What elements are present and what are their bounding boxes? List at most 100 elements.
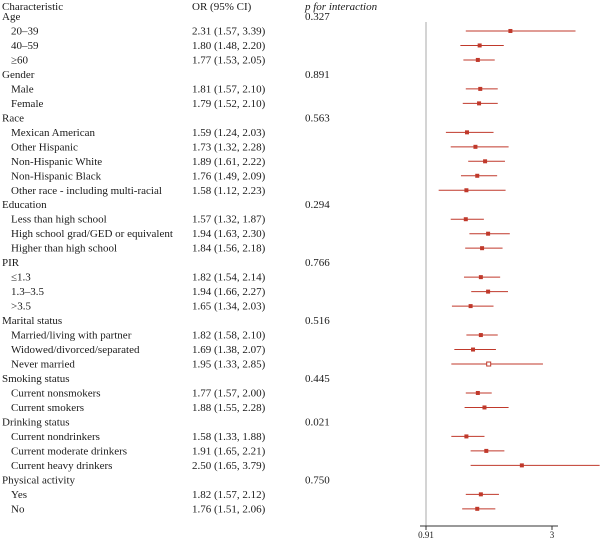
row-label: Higher than high school <box>11 243 117 255</box>
p-value: 0.766 <box>305 257 330 269</box>
row-label: High school grad/GED or equivalent <box>11 228 173 240</box>
or-point <box>471 347 476 352</box>
or-ci-text: 1.81 (1.57, 2.10) <box>192 83 266 95</box>
or-ci-text: 1.94 (1.63, 2.30) <box>192 228 266 240</box>
or-point <box>478 492 483 497</box>
row-label: Other Hispanic <box>11 141 78 153</box>
row-label: Current smokers <box>11 402 84 414</box>
or-point <box>478 333 483 338</box>
or-point <box>468 304 473 309</box>
or-point <box>519 463 524 468</box>
or-point <box>486 361 492 367</box>
or-ci-text: 1.80 (1.48, 2.20) <box>192 40 266 52</box>
row-label: Current moderate drinkers <box>11 445 127 457</box>
row-label: Current nondrinkers <box>11 431 100 443</box>
p-value: 0.327 <box>305 11 330 23</box>
row-label: Yes <box>11 489 27 501</box>
or-ci-text: 1.84 (1.56, 2.18) <box>192 243 266 255</box>
group-label: Drinking status <box>2 416 70 428</box>
or-header: OR (95% CI) <box>192 1 252 13</box>
or-point <box>484 448 489 453</box>
or-ci-text: 1.79 (1.52, 2.10) <box>192 98 266 110</box>
row-label: Never married <box>11 359 75 371</box>
row-label: 40–59 <box>11 40 39 52</box>
or-point <box>477 43 482 48</box>
or-ci-text: 1.65 (1.34, 2.03) <box>192 301 266 313</box>
or-point <box>478 86 483 91</box>
row-label: Married/living with partner <box>11 330 132 342</box>
p-interaction-header: p for interaction <box>304 1 378 13</box>
group-label: Education <box>2 199 47 211</box>
row-label: >3.5 <box>11 301 31 313</box>
row-label: Non-Hispanic White <box>11 156 102 168</box>
or-ci-text: 1.82 (1.58, 2.10) <box>192 330 266 342</box>
group-label: Marital status <box>2 315 62 327</box>
group-label: Race <box>2 112 24 124</box>
row-label: ≤1.3 <box>11 272 31 284</box>
or-ci-text: 1.58 (1.12, 2.23) <box>192 185 266 197</box>
x-axis: 0.91 3 <box>418 22 558 538</box>
p-value: 0.516 <box>305 315 330 327</box>
group-label: Gender <box>2 69 35 81</box>
group-label: Age <box>2 11 20 23</box>
or-point <box>463 217 468 222</box>
group-label: Smoking status <box>2 373 70 385</box>
or-ci-text: 1.94 (1.66, 2.27) <box>192 286 266 298</box>
row-label: 20–39 <box>11 25 39 37</box>
or-ci-text: 1.69 (1.38, 2.07) <box>192 344 266 356</box>
p-value: 0.750 <box>305 474 330 486</box>
or-ci-text: 1.77 (1.57, 2.00) <box>192 387 266 399</box>
or-ci-text: 1.76 (1.49, 2.09) <box>192 170 266 182</box>
or-ci-text: 1.76 (1.51, 2.06) <box>192 503 266 515</box>
or-point <box>486 231 491 236</box>
or-point <box>475 390 480 395</box>
or-point <box>464 130 469 135</box>
or-point <box>475 506 480 511</box>
or-point <box>477 101 482 106</box>
or-ci-text: 1.91 (1.65, 2.21) <box>192 445 266 457</box>
row-label: Male <box>11 83 34 95</box>
or-ci-text: 1.95 (1.33, 2.85) <box>192 359 266 371</box>
or-point <box>486 289 491 294</box>
or-point <box>480 246 485 251</box>
or-ci-text: 2.31 (1.57, 3.39) <box>192 25 266 37</box>
row-label: No <box>11 503 25 515</box>
or-point <box>508 28 513 33</box>
or-ci-text: 1.73 (1.32, 2.28) <box>192 141 266 153</box>
or-point <box>464 434 469 439</box>
p-value: 0.445 <box>305 373 330 385</box>
or-point <box>478 275 483 280</box>
or-ci-text: 1.82 (1.54, 2.14) <box>192 272 266 284</box>
or-point <box>482 405 487 410</box>
or-ci-text: 1.82 (1.57, 2.12) <box>192 489 266 501</box>
group-label: PIR <box>2 257 20 269</box>
p-value: 0.021 <box>305 416 330 428</box>
or-point <box>483 159 488 164</box>
table-rows: Age 0.327 20–39 2.31 (1.57, 3.39) 40–59 1.80 … <box>2 11 330 515</box>
group-label: Physical activity <box>2 474 76 486</box>
x-tick-label: 3 <box>550 530 555 538</box>
x-tick-label: 0.91 <box>418 530 434 538</box>
or-ci-text: 1.59 (1.24, 2.03) <box>192 127 266 139</box>
p-value: 0.563 <box>305 112 330 124</box>
row-label: Mexican American <box>11 127 95 139</box>
row-label: Current nonsmokers <box>11 387 101 399</box>
or-ci-text: 1.77 (1.53, 2.05) <box>192 54 266 66</box>
p-value: 0.891 <box>305 69 330 81</box>
row-label: Female <box>11 98 43 110</box>
plot-marks <box>438 28 600 511</box>
or-ci-text: 2.50 (1.65, 3.79) <box>192 460 266 472</box>
or-ci-text: 1.89 (1.61, 2.22) <box>192 156 266 168</box>
or-point <box>464 188 469 193</box>
or-point <box>475 57 480 62</box>
characteristic-header: Characteristic <box>2 1 63 13</box>
or-ci-text: 1.88 (1.55, 2.28) <box>192 402 266 414</box>
row-label: 1.3–3.5 <box>11 286 45 298</box>
row-label: Current heavy drinkers <box>11 460 112 472</box>
row-label: Widowed/divorced/separated <box>11 344 140 356</box>
or-point <box>475 173 480 178</box>
or-point <box>473 144 478 149</box>
or-ci-text: 1.57 (1.32, 1.87) <box>192 214 266 226</box>
row-label: ≥60 <box>11 54 29 66</box>
